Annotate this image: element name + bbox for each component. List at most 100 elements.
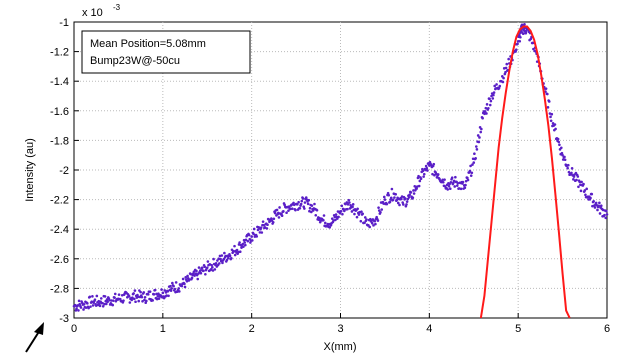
- data-point: [603, 213, 606, 217]
- data-point: [349, 203, 352, 207]
- x-tick-label: 2: [249, 323, 255, 335]
- data-point: [594, 201, 598, 205]
- data-point: [210, 263, 213, 267]
- data-point: [577, 185, 580, 189]
- data-point: [112, 299, 115, 302]
- data-point: [289, 207, 292, 211]
- data-point: [502, 76, 505, 80]
- data-point: [469, 174, 473, 177]
- data-point: [376, 219, 380, 222]
- data-point: [216, 259, 219, 262]
- data-point: [396, 201, 400, 205]
- data-point: [136, 295, 140, 299]
- data-point: [160, 288, 163, 291]
- data-point: [255, 235, 259, 238]
- data-point: [218, 262, 221, 265]
- data-point: [341, 212, 344, 216]
- data-point: [446, 188, 450, 191]
- data-point: [554, 127, 557, 131]
- data-point: [474, 145, 478, 148]
- data-point: [363, 221, 366, 225]
- data-point: [405, 203, 408, 206]
- data-point: [583, 189, 587, 192]
- data-point: [519, 35, 522, 39]
- data-point: [303, 201, 307, 204]
- data-point: [422, 175, 425, 178]
- data-point: [200, 266, 204, 270]
- data-point: [492, 91, 496, 94]
- data-point: [485, 112, 488, 115]
- data-point: [213, 268, 217, 271]
- x-tick-label: 3: [337, 323, 343, 335]
- data-point: [76, 304, 80, 307]
- data-point: [177, 287, 180, 290]
- data-point: [471, 163, 474, 166]
- data-point: [448, 187, 452, 191]
- data-point: [464, 179, 468, 183]
- data-point: [388, 200, 392, 204]
- data-point: [394, 192, 398, 196]
- data-point: [103, 295, 107, 298]
- data-point: [476, 134, 480, 137]
- data-point: [311, 209, 315, 212]
- data-point: [479, 130, 483, 134]
- data-point: [368, 225, 371, 229]
- data-point: [198, 269, 202, 272]
- data-point: [449, 181, 453, 184]
- data-point: [504, 70, 507, 74]
- data-point: [111, 303, 115, 307]
- data-point: [250, 235, 253, 238]
- data-point: [417, 184, 421, 188]
- data-point: [328, 226, 332, 229]
- data-point: [314, 213, 318, 217]
- data-point: [488, 103, 492, 107]
- data-point: [441, 180, 445, 184]
- data-point: [222, 257, 226, 261]
- data-point: [202, 269, 205, 273]
- data-point: [172, 284, 175, 288]
- data-point: [79, 306, 83, 309]
- data-point: [585, 187, 588, 191]
- x-tick-label: 6: [604, 323, 610, 335]
- data-point: [148, 290, 152, 293]
- y-axis-label: Intensity (au): [24, 138, 36, 202]
- gaussian-fit-line: [479, 25, 571, 319]
- data-point: [113, 292, 117, 296]
- data-point: [266, 223, 269, 226]
- data-point: [89, 305, 92, 308]
- data-point: [374, 222, 377, 226]
- data-point: [171, 281, 174, 285]
- data-point: [474, 157, 477, 160]
- data-point: [504, 66, 508, 70]
- y-tick-label: -1.2: [50, 47, 69, 59]
- y-tick-label: -1.8: [50, 135, 69, 147]
- data-point: [563, 155, 566, 159]
- data-point: [353, 212, 356, 216]
- data-point: [498, 84, 502, 88]
- data-point: [436, 173, 440, 176]
- data-point: [561, 158, 565, 161]
- data-point: [137, 299, 141, 303]
- data-point: [566, 166, 569, 170]
- data-point: [303, 207, 306, 210]
- data-point: [301, 197, 305, 200]
- data-point: [549, 119, 553, 123]
- data-point: [485, 103, 489, 106]
- data-point: [551, 122, 555, 125]
- data-point: [377, 206, 380, 209]
- data-point: [134, 300, 137, 304]
- y-axis-ticks: -1 -1.2 -1.4 -1.6 -1.8 -2 -2.2 -2.4 -2.6 -2.8 -3: [50, 17, 79, 325]
- data-point: [468, 169, 472, 173]
- data-point: [389, 196, 393, 200]
- data-point: [501, 80, 505, 84]
- data-point: [228, 254, 232, 258]
- data-point: [432, 162, 436, 166]
- data-point: [516, 42, 519, 46]
- data-point: [518, 39, 522, 43]
- data-point: [489, 99, 493, 103]
- data-point: [106, 300, 109, 304]
- data-point: [363, 216, 367, 219]
- data-point: [387, 193, 391, 197]
- data-point: [103, 302, 106, 306]
- data-point: [556, 137, 560, 141]
